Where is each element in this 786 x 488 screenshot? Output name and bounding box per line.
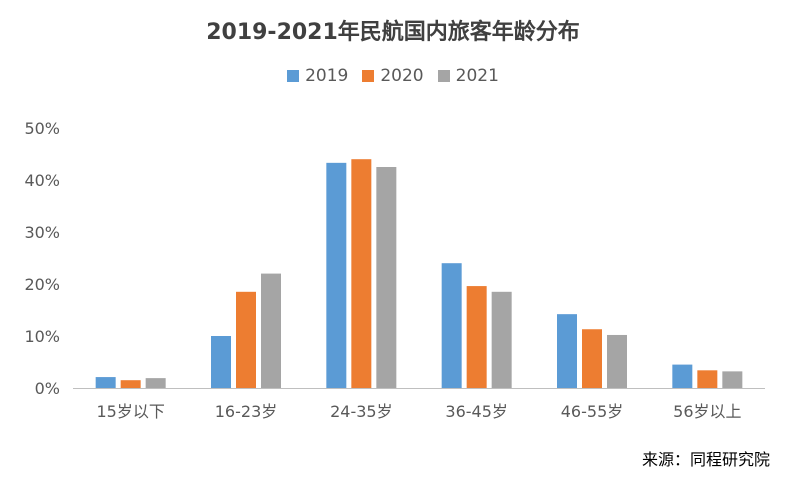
bar-2020-4 — [582, 329, 602, 388]
bar-2021-0 — [145, 378, 166, 388]
bar-2021-2 — [376, 167, 397, 388]
x-tick-label: 15岁以下 — [96, 402, 164, 421]
legend-swatch-2019 — [287, 70, 300, 82]
bar-2019-3 — [441, 263, 462, 388]
x-tick-label: 16-23岁 — [215, 402, 278, 421]
bar-2019-4 — [557, 314, 577, 388]
bar-2019-2 — [326, 162, 347, 388]
bar-2019-1 — [211, 336, 231, 388]
bar-2020-3 — [466, 286, 487, 388]
bar-2021-3 — [491, 291, 512, 388]
y-tick-label: 30% — [24, 223, 60, 242]
bar-2019-5 — [672, 364, 693, 388]
x-tick-label: 46-55岁 — [561, 402, 624, 421]
chart-title: 2019-2021年民航国内旅客年龄分布 — [206, 20, 580, 45]
legend-label-2021: 2021 — [455, 66, 499, 86]
legend-item-2021: 2021 — [437, 66, 499, 86]
y-tick-label: 20% — [24, 275, 60, 294]
bar-2020-1 — [236, 291, 256, 388]
bar-2020-0 — [120, 380, 141, 388]
legend-item-2020: 2020 — [362, 66, 424, 86]
x-tick-label: 56岁以上 — [673, 402, 741, 421]
x-tick-label: 24-35岁 — [330, 402, 393, 421]
y-tick-label: 50% — [24, 119, 60, 138]
legend-item-2019: 2019 — [287, 66, 348, 86]
y-tick-label: 10% — [24, 327, 60, 346]
legend-label-2019: 2019 — [305, 66, 349, 86]
legend-label-2020: 2020 — [380, 66, 424, 86]
legend-swatch-2021 — [437, 70, 450, 82]
legend: 2019 2020 2021 — [0, 66, 786, 86]
source-note: 来源：同程研究院 — [641, 450, 770, 469]
y-tick-label: 40% — [24, 171, 60, 190]
bar-2021-4 — [607, 334, 627, 388]
bar-2019-0 — [95, 377, 116, 388]
bar-2021-5 — [722, 371, 743, 388]
bar-2021-1 — [261, 273, 281, 388]
bar-2020-2 — [351, 159, 372, 388]
legend-swatch-2020 — [362, 70, 375, 82]
y-tick-label: 0% — [35, 379, 60, 398]
x-tick-label: 36-45岁 — [445, 402, 508, 421]
bar-2020-5 — [697, 370, 718, 388]
